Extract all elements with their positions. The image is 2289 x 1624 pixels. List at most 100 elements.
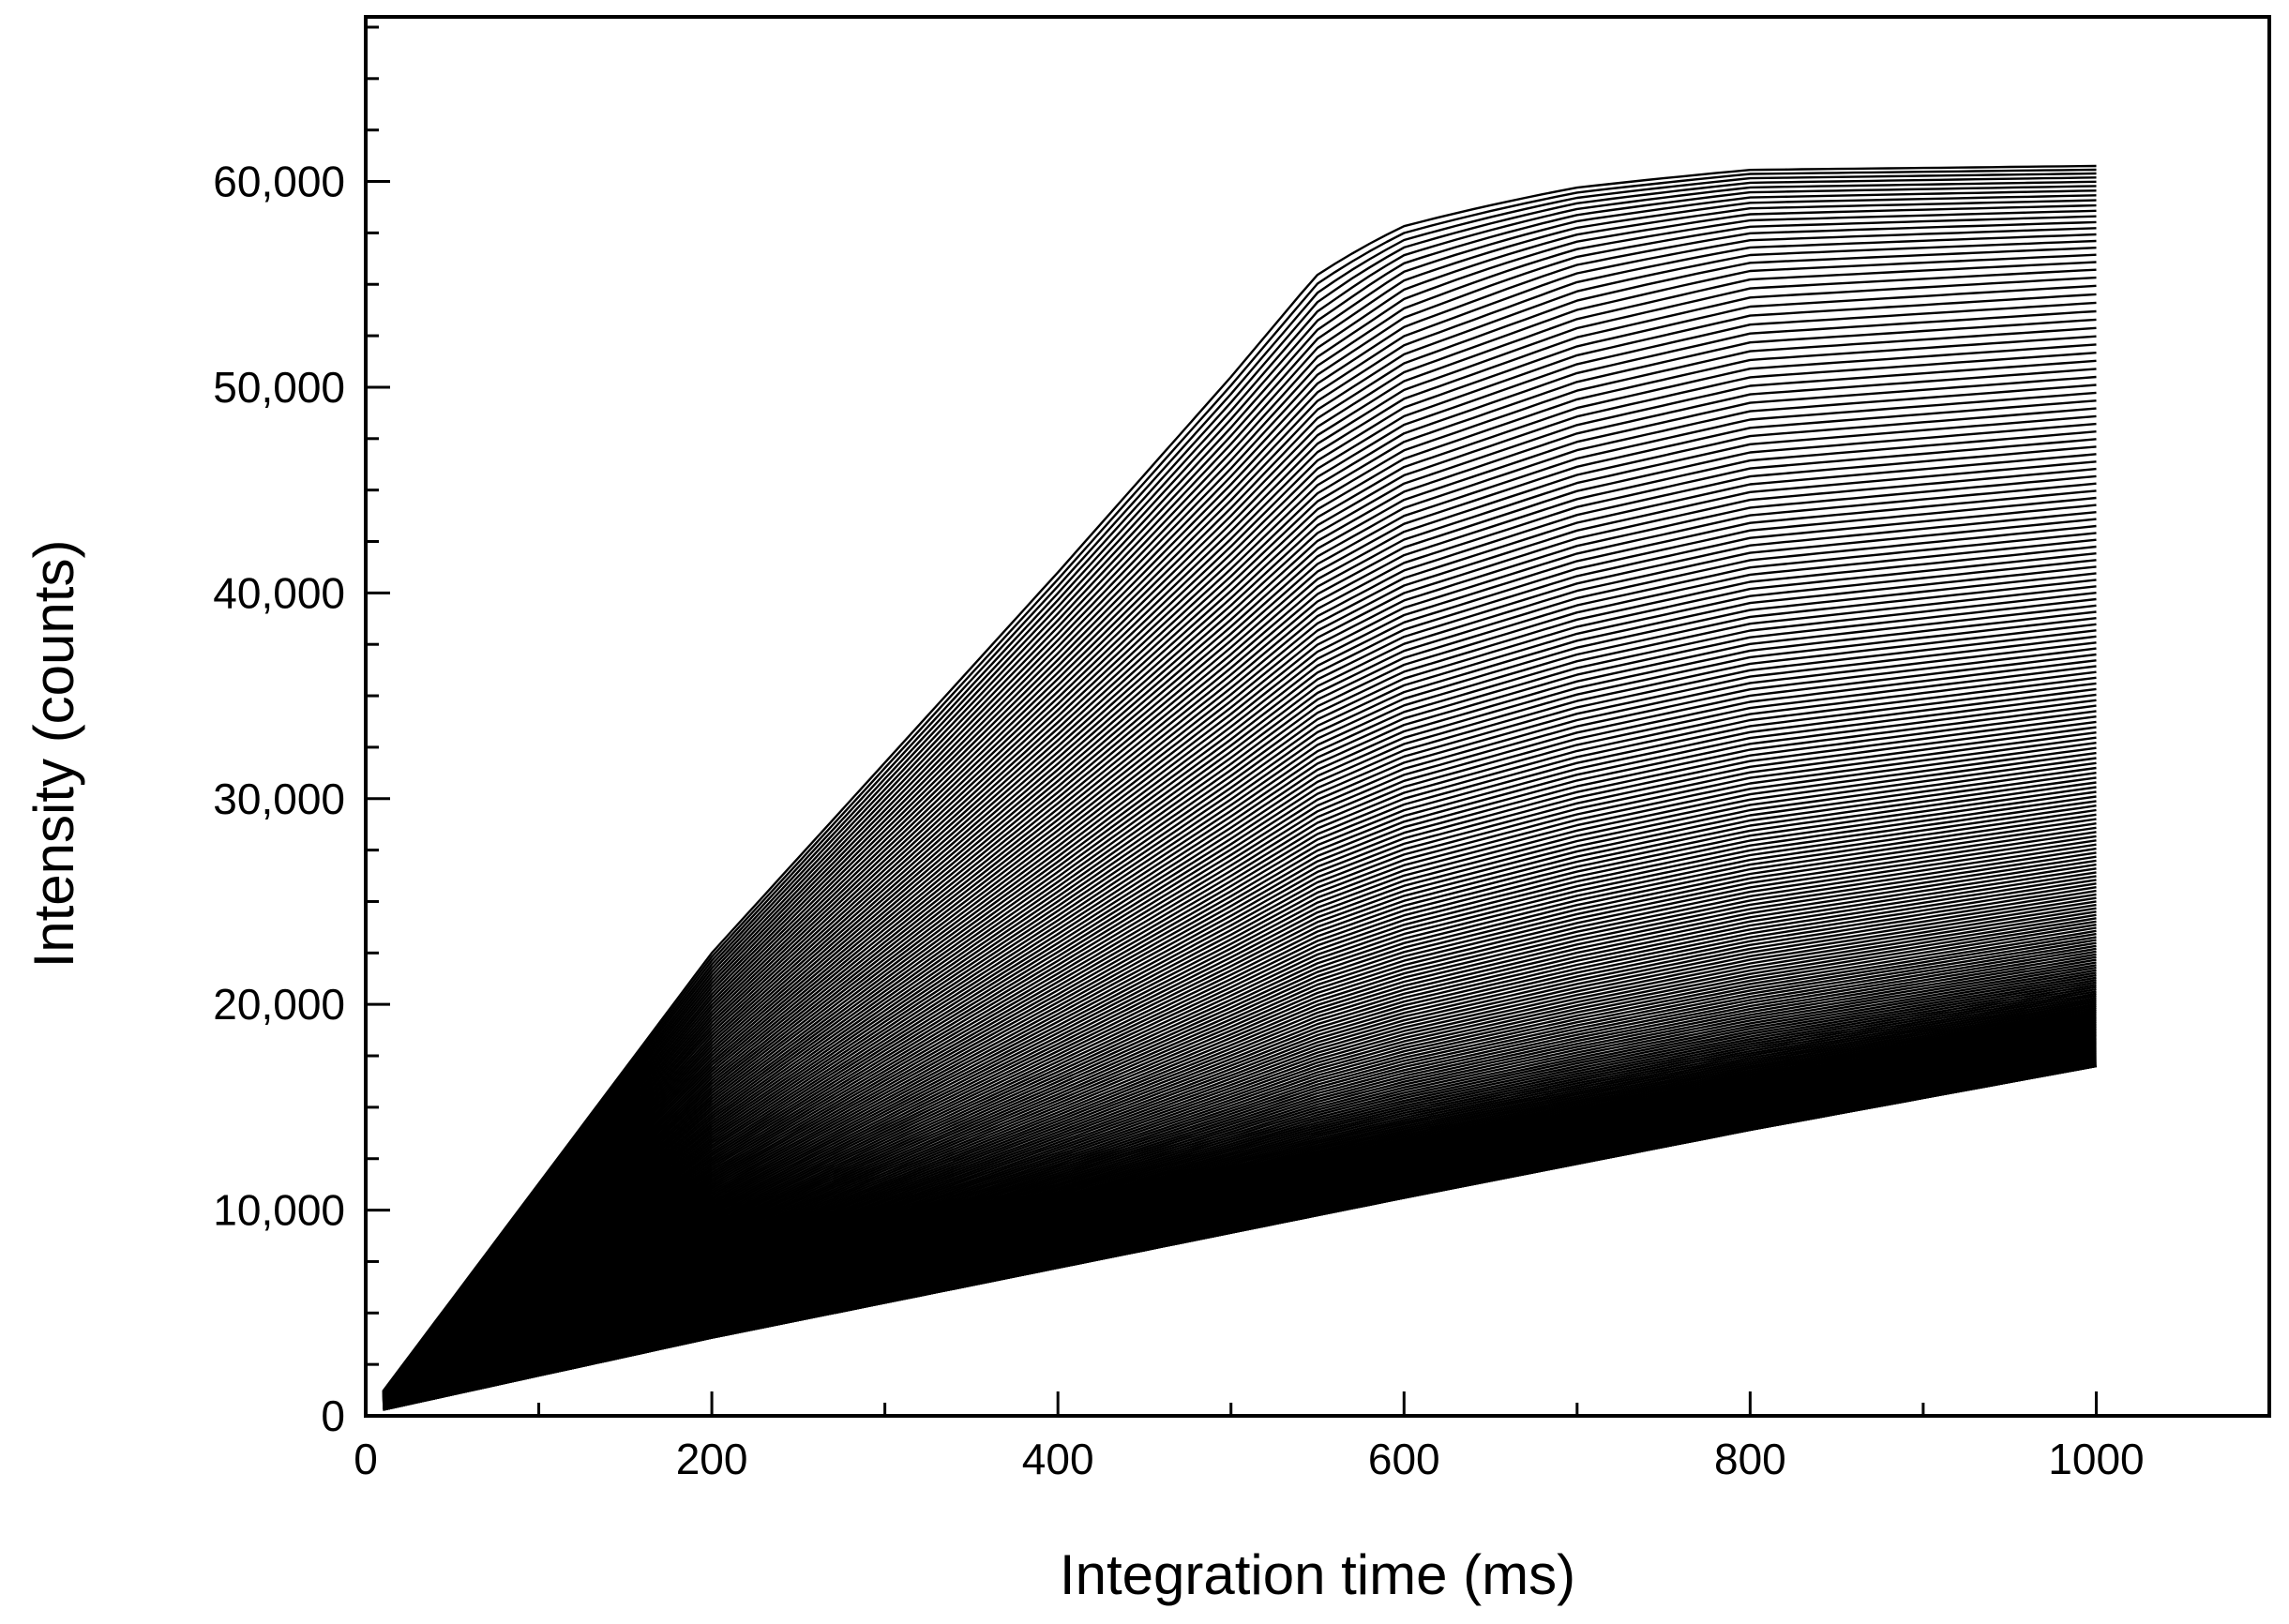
series-line <box>382 318 2097 1397</box>
series-line <box>382 772 2097 1406</box>
series-line <box>382 826 2097 1406</box>
series-line <box>382 375 2097 1398</box>
series-line <box>382 610 2097 1403</box>
x-tick-label: 1000 <box>2048 1435 2144 1483</box>
series-line <box>382 800 2097 1406</box>
series-line <box>382 460 2097 1399</box>
series-line <box>382 474 2097 1400</box>
x-tick-label: 600 <box>1368 1435 1440 1483</box>
x-tick-label: 200 <box>676 1435 748 1483</box>
series-line <box>382 629 2097 1403</box>
series-line <box>382 604 2097 1403</box>
series-line <box>382 445 2097 1399</box>
series-line <box>382 831 2097 1406</box>
series-line <box>382 757 2097 1406</box>
series-line <box>382 746 2097 1406</box>
series-line <box>382 647 2097 1403</box>
series-line <box>382 538 2097 1401</box>
series-line <box>382 736 2097 1405</box>
series-line <box>382 172 2097 1392</box>
y-tick-label: 50,000 <box>213 363 345 412</box>
series-line <box>382 199 2097 1393</box>
series-line <box>382 795 2097 1406</box>
series-line <box>382 659 2097 1404</box>
series-line <box>382 818 2097 1406</box>
series-line <box>382 545 2097 1401</box>
y-tick-label: 10,000 <box>213 1186 345 1235</box>
series-line <box>382 343 2097 1397</box>
series-line <box>382 665 2097 1404</box>
series-line <box>382 843 2097 1406</box>
series-line <box>382 693 2097 1404</box>
series-line <box>382 368 2097 1398</box>
plot-frame <box>364 15 2271 1418</box>
series-line <box>382 422 2097 1399</box>
series-line <box>382 189 2097 1393</box>
series-line <box>382 597 2097 1402</box>
series-line <box>382 532 2097 1401</box>
series-line <box>382 414 2097 1399</box>
series-line <box>382 203 2097 1394</box>
series-line <box>382 309 2097 1396</box>
series-line <box>382 687 2097 1404</box>
series-line <box>382 209 2097 1394</box>
series-line <box>382 511 2097 1401</box>
series-line <box>382 247 2097 1395</box>
series-line <box>382 731 2097 1405</box>
series-line <box>382 176 2097 1393</box>
series-line <box>382 726 2097 1405</box>
x-tick-label: 800 <box>1714 1435 1786 1483</box>
series-line <box>382 399 2097 1398</box>
series-line <box>382 653 2097 1404</box>
series-line <box>382 268 2097 1395</box>
y-tick-label: 0 <box>321 1391 345 1440</box>
series-line <box>382 592 2097 1402</box>
series-line <box>383 863 2097 1407</box>
series-line <box>382 233 2097 1395</box>
series-line <box>382 676 2097 1404</box>
series-line <box>382 781 2097 1406</box>
series-line <box>382 804 2097 1406</box>
series-line <box>382 489 2097 1400</box>
series-line <box>382 855 2097 1407</box>
series-line <box>382 839 2097 1406</box>
series-line <box>382 407 2097 1398</box>
series-line <box>382 524 2097 1401</box>
series-line <box>382 180 2097 1393</box>
series-line <box>382 813 2097 1406</box>
series-line <box>382 185 2097 1393</box>
series-line <box>382 579 2097 1402</box>
series-line <box>382 699 2097 1405</box>
series-line <box>383 882 2097 1407</box>
series-line <box>382 220 2097 1394</box>
series-line <box>382 301 2097 1396</box>
series-line <box>383 889 2097 1408</box>
series-line <box>382 352 2097 1397</box>
series-line <box>382 851 2097 1407</box>
series-line <box>382 453 2097 1399</box>
series-line <box>382 776 2097 1406</box>
series-line <box>382 239 2097 1395</box>
series-line <box>382 670 2097 1404</box>
series-line <box>383 896 2097 1408</box>
y-tick-label: 20,000 <box>213 980 345 1029</box>
series-line <box>382 682 2097 1404</box>
series-line <box>382 438 2097 1399</box>
series-line <box>383 859 2097 1407</box>
series-line <box>382 623 2097 1403</box>
series-line <box>382 391 2097 1398</box>
series-line <box>382 786 2097 1406</box>
series-line <box>382 822 2097 1406</box>
series-line <box>382 766 2097 1406</box>
series-line <box>383 871 2097 1407</box>
series-line <box>382 293 2097 1396</box>
series-line <box>382 496 2097 1400</box>
x-tick-label: 400 <box>1022 1435 1094 1483</box>
series-line <box>383 879 2097 1407</box>
y-axis-title: Intensity (counts) <box>23 540 85 969</box>
series-line <box>382 359 2097 1397</box>
series-line <box>382 715 2097 1405</box>
series-line <box>382 284 2097 1396</box>
